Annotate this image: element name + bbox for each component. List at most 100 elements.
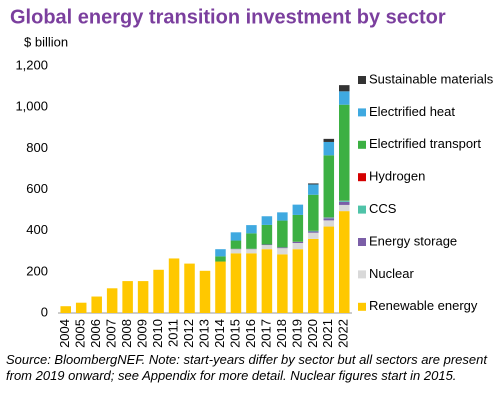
y-tick-label: 1,000 xyxy=(15,99,48,114)
x-tick-label: 2018 xyxy=(274,319,289,348)
y-axis-label: $ billion xyxy=(24,34,68,49)
bar-segment xyxy=(215,256,226,262)
x-tick-label: 2015 xyxy=(227,319,242,348)
x-tick-label: 2004 xyxy=(57,319,72,348)
bar-segment xyxy=(246,249,257,254)
bar-segment xyxy=(339,201,350,205)
x-tick-label: 2016 xyxy=(243,319,258,348)
bar-segment xyxy=(153,269,164,313)
bar-segment xyxy=(308,231,319,233)
source-note: Source: BloombergNEF. Note: start-years … xyxy=(6,352,487,383)
y-tick-label: 1,200 xyxy=(15,57,48,72)
bar-segment xyxy=(261,245,273,250)
legend-swatch xyxy=(358,76,366,84)
bar-segment xyxy=(261,249,273,313)
bar-segment xyxy=(308,230,319,232)
bar-segment xyxy=(246,225,257,234)
x-tick-label: 2013 xyxy=(196,319,211,348)
legend-swatch xyxy=(358,173,366,182)
x-tick-label: 2010 xyxy=(150,319,165,348)
legend-label: Nuclear xyxy=(369,266,414,281)
bar-segment xyxy=(308,238,319,313)
legend-label: Electrified transport xyxy=(369,136,481,151)
bar-segment xyxy=(122,281,133,313)
bar-segment xyxy=(261,244,273,246)
y-tick-label: 200 xyxy=(26,263,48,278)
bar-segment xyxy=(323,138,335,142)
bar-segment xyxy=(292,214,304,242)
bar-segment xyxy=(339,200,350,202)
x-tick-label: 2017 xyxy=(258,319,273,348)
bar-segment xyxy=(339,211,350,313)
x-tick-label: 2007 xyxy=(104,319,119,348)
bar-segment xyxy=(215,249,226,257)
legend-label: Energy storage xyxy=(369,233,457,248)
bar-segment xyxy=(60,306,71,313)
bar-segment xyxy=(230,249,242,254)
bar-segment xyxy=(91,296,102,313)
legend-label: Sustainable materials xyxy=(369,71,494,86)
bar-segment xyxy=(308,194,319,231)
bar-segment xyxy=(215,261,226,313)
bar-segment xyxy=(261,216,273,225)
bar-segment xyxy=(277,220,288,248)
chart-title: Global energy transition investment by s… xyxy=(10,6,446,28)
bar-segment xyxy=(277,247,288,249)
bar-segment xyxy=(339,91,350,105)
legend-label: CCS xyxy=(369,201,397,216)
bar-segment xyxy=(277,254,288,313)
bar-segment xyxy=(230,240,242,249)
bar-segment xyxy=(339,104,350,201)
x-tick-label: 2022 xyxy=(336,319,351,348)
bar-segment xyxy=(246,233,257,249)
bar-segment xyxy=(230,253,242,313)
legend-swatch xyxy=(358,140,366,149)
bar-segment xyxy=(308,184,319,195)
bar-segment xyxy=(292,241,304,244)
y-tick-label: 400 xyxy=(26,222,48,237)
x-tick-label: 2012 xyxy=(181,319,196,348)
x-tick-label: 2019 xyxy=(289,319,304,348)
x-tick-label: 2005 xyxy=(73,319,88,348)
legend-swatch xyxy=(358,108,366,117)
bar-segment xyxy=(292,204,304,215)
bar-segment xyxy=(323,217,335,219)
bar-segment xyxy=(323,218,335,221)
bar-segment xyxy=(168,258,180,313)
bar-segment xyxy=(230,232,242,241)
legend-swatch xyxy=(358,270,366,279)
y-tick-label: 800 xyxy=(26,140,48,155)
y-tick-label: 600 xyxy=(26,181,48,196)
bar-segment xyxy=(339,204,350,212)
bar-segment xyxy=(308,232,319,239)
legend-swatch xyxy=(358,302,366,311)
bar-segment xyxy=(199,270,211,313)
x-tick-label: 2009 xyxy=(135,319,150,348)
bar-segment xyxy=(323,141,335,156)
legend-label: Hydrogen xyxy=(369,169,425,184)
x-tick-label: 2008 xyxy=(119,319,134,348)
bar-segment xyxy=(261,224,273,245)
bar-segment xyxy=(184,263,195,313)
x-tick-label: 2021 xyxy=(320,319,335,348)
bar-segment xyxy=(246,253,257,313)
bar-segment xyxy=(292,249,304,313)
x-tick-label: 2014 xyxy=(212,319,227,348)
legend-label: Renewable energy xyxy=(369,298,478,313)
legend-swatch xyxy=(358,238,366,246)
bar-segment xyxy=(308,183,319,185)
bar-segment xyxy=(277,248,288,255)
bar-segment xyxy=(323,155,335,218)
bar-segment xyxy=(292,243,304,250)
bar-segment xyxy=(277,212,288,221)
x-tick-label: 2020 xyxy=(305,319,320,348)
bar-segment xyxy=(137,281,149,313)
y-tick-label: 0 xyxy=(41,304,48,319)
bar-segment xyxy=(323,226,335,313)
bar-segment xyxy=(323,220,335,227)
legend-swatch xyxy=(358,205,366,214)
chart: Global energy transition investment by s… xyxy=(10,6,494,348)
bar-segment xyxy=(75,302,87,313)
x-tick-label: 2006 xyxy=(88,319,103,348)
